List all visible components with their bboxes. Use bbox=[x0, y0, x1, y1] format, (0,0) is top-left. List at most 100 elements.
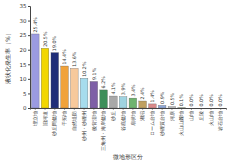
tick-mark bbox=[28, 64, 30, 65]
data-label: 14.4% bbox=[62, 49, 67, 65]
tick-label: 25 bbox=[20, 32, 27, 38]
tick-label: 30 bbox=[20, 18, 27, 24]
plot-area: 05101520253035埋立地旧河道砂丘間低地干拓地自然堤防砂州・砂礫州後背… bbox=[20, 3, 227, 150]
tick-label: 湖沼 bbox=[139, 111, 145, 121]
tick: 自然堤防 bbox=[71, 108, 77, 131]
tick: 砂礫質台地 bbox=[159, 108, 165, 137]
data-label: 20.5% bbox=[43, 31, 48, 47]
tick-mark bbox=[220, 108, 221, 110]
tick-label: 扇状地 bbox=[130, 111, 136, 126]
tick: 砂丘 bbox=[110, 108, 116, 122]
y-axis-title: 液状化発生率（%） bbox=[4, 30, 12, 84]
bar bbox=[139, 101, 147, 108]
tick-mark bbox=[28, 6, 30, 7]
data-label: 25.4% bbox=[33, 17, 38, 33]
tick-label: 河原 bbox=[170, 111, 175, 121]
bar bbox=[168, 107, 176, 108]
tick-mark bbox=[54, 108, 55, 110]
tick: 埋立地 bbox=[32, 108, 38, 127]
axis-line bbox=[31, 109, 227, 110]
tick: 湖沼 bbox=[139, 108, 145, 121]
y-axis: 0 5 10 15 20 25 30 35 bbox=[20, 3, 31, 111]
tick-mark bbox=[142, 108, 143, 110]
tick: 15 bbox=[20, 62, 31, 68]
tick-label: 5 bbox=[23, 91, 27, 97]
tick: 扇状地 bbox=[130, 108, 136, 126]
x-axis-title: 微地形区分 bbox=[113, 153, 143, 160]
bar bbox=[129, 98, 137, 108]
tick: 火山山麓地 bbox=[178, 108, 184, 136]
data-label: 19.0% bbox=[52, 35, 57, 51]
tick: 砂丘間低地 bbox=[51, 108, 57, 137]
tick-label: ローム台地 bbox=[149, 111, 155, 136]
tick-label: 砂礫質台地 bbox=[159, 111, 165, 137]
data-label: 0.0% bbox=[199, 94, 204, 107]
tick: 5 bbox=[23, 91, 30, 97]
tick-label: 山地 bbox=[188, 111, 194, 121]
data-label: 13.6% bbox=[72, 51, 77, 67]
tick-label: 砂丘 bbox=[110, 111, 116, 122]
tick-mark bbox=[123, 108, 124, 110]
tick-mark bbox=[28, 93, 30, 94]
data-label: 0.0% bbox=[189, 94, 194, 107]
tick-label: 三角州・海岸低地 bbox=[100, 111, 106, 151]
tick-label: 0 bbox=[23, 105, 27, 111]
tick-mark bbox=[191, 108, 192, 110]
tick-label: 自然堤防 bbox=[71, 111, 77, 131]
bar bbox=[207, 108, 215, 109]
tick-label: 15 bbox=[20, 62, 27, 68]
data-label: 9.1% bbox=[92, 67, 97, 80]
tick-mark bbox=[84, 108, 85, 110]
tick-label: 埋立地 bbox=[32, 111, 38, 127]
tick: 砂州・砂礫州 bbox=[81, 108, 87, 142]
tick: 35 bbox=[20, 3, 31, 9]
data-label: 0.0% bbox=[209, 94, 214, 107]
tick: 10 bbox=[20, 76, 31, 82]
bar bbox=[119, 97, 127, 108]
tick-mark bbox=[64, 108, 65, 110]
bar bbox=[158, 105, 166, 108]
tick-mark bbox=[132, 108, 133, 110]
axis-line bbox=[28, 7, 31, 109]
bar bbox=[41, 48, 49, 108]
tick-label: 35 bbox=[20, 3, 27, 9]
data-label: 0.0% bbox=[218, 94, 223, 107]
tick: 岩石台地 bbox=[217, 108, 223, 131]
data-label: 10.2% bbox=[82, 61, 87, 77]
tick-mark bbox=[28, 50, 30, 51]
data-label: 0.9% bbox=[160, 91, 165, 104]
tick-mark bbox=[201, 108, 202, 110]
data-label: 2.4% bbox=[140, 87, 145, 100]
tick-label: 20 bbox=[20, 47, 27, 53]
tick: 0 bbox=[23, 105, 30, 111]
tick: 25 bbox=[20, 32, 31, 38]
tick-mark bbox=[35, 108, 36, 110]
tick-mark bbox=[28, 21, 30, 22]
tick-mark bbox=[113, 108, 114, 110]
data-label: 0.5% bbox=[170, 92, 175, 105]
tick-label: 10 bbox=[20, 76, 27, 82]
tick-mark bbox=[181, 108, 182, 110]
tick-mark bbox=[74, 108, 75, 110]
tick-mark bbox=[152, 108, 153, 110]
tick-label: 丘陵 bbox=[198, 111, 204, 121]
x-axis: 埋立地旧河道砂丘間低地干拓地自然堤防砂州・砂礫州後背湿地三角州・海岸低地砂丘谷底… bbox=[31, 108, 227, 151]
chart: 05101520253035埋立地旧河道砂丘間低地干拓地自然堤防砂州・砂礫州後背… bbox=[0, 0, 230, 161]
tick-label: 旧河道 bbox=[42, 111, 48, 126]
tick: 20 bbox=[20, 47, 31, 53]
bar bbox=[178, 107, 186, 108]
bar bbox=[188, 108, 196, 109]
bar bbox=[100, 90, 108, 108]
tick-mark bbox=[162, 108, 163, 110]
data-label: 6.2% bbox=[101, 76, 106, 89]
tick-label: 火山地 bbox=[208, 111, 214, 126]
tick-mark bbox=[93, 108, 94, 110]
bar bbox=[61, 66, 69, 108]
bar bbox=[149, 104, 157, 108]
data-label: 1.4% bbox=[150, 90, 155, 103]
data-label: 4.1% bbox=[111, 82, 116, 95]
bar bbox=[197, 108, 205, 109]
tick-label: 砂丘間低地 bbox=[51, 111, 57, 137]
tick-mark bbox=[103, 108, 104, 110]
tick-mark bbox=[45, 108, 46, 110]
